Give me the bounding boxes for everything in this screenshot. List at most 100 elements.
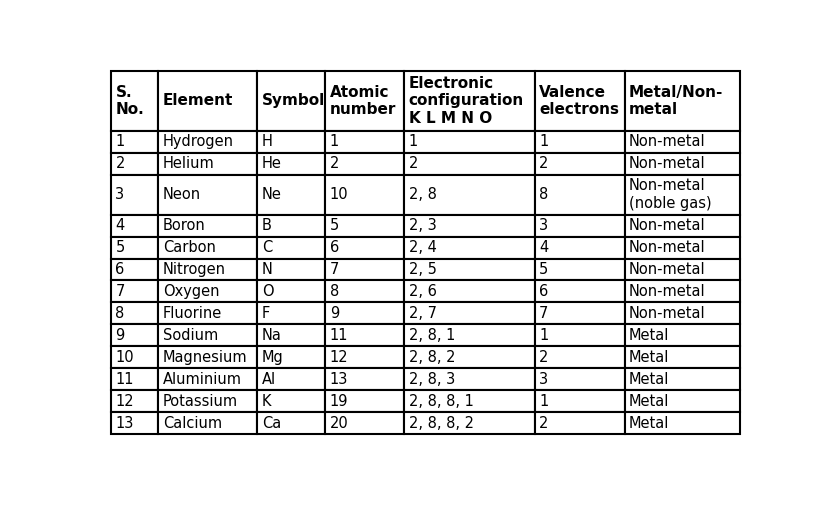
- Bar: [624, 153, 740, 175]
- Bar: [257, 346, 325, 369]
- Bar: [111, 153, 159, 175]
- Bar: [325, 346, 405, 369]
- Bar: [159, 153, 257, 175]
- Text: 1: 1: [539, 394, 548, 409]
- Text: Atomic
number: Atomic number: [330, 84, 396, 117]
- Bar: [405, 280, 534, 303]
- Text: 2, 3: 2, 3: [409, 218, 437, 233]
- Text: 2, 8, 2: 2, 8, 2: [409, 350, 455, 365]
- Bar: [159, 390, 257, 412]
- Text: Valence
electrons: Valence electrons: [539, 84, 619, 117]
- Bar: [534, 131, 624, 153]
- Text: 2, 8, 8, 2: 2, 8, 8, 2: [409, 416, 474, 431]
- Text: 9: 9: [116, 328, 125, 343]
- Text: 2: 2: [409, 156, 418, 171]
- Bar: [257, 369, 325, 390]
- Text: 2: 2: [539, 350, 548, 365]
- Text: Metal: Metal: [629, 394, 669, 409]
- Text: Mg: Mg: [262, 350, 283, 365]
- Text: 13: 13: [330, 372, 349, 386]
- Bar: [405, 412, 534, 434]
- Bar: [159, 303, 257, 324]
- Text: 1: 1: [539, 328, 548, 343]
- Bar: [111, 175, 159, 214]
- Text: 2: 2: [116, 156, 125, 171]
- Text: 3: 3: [116, 187, 125, 202]
- Bar: [111, 390, 159, 412]
- Text: Non-metal
(noble gas): Non-metal (noble gas): [629, 178, 712, 211]
- Text: 19: 19: [330, 394, 349, 409]
- Bar: [257, 153, 325, 175]
- Text: Non-metal: Non-metal: [629, 240, 705, 255]
- Bar: [111, 346, 159, 369]
- Bar: [111, 324, 159, 346]
- Bar: [624, 346, 740, 369]
- Bar: [257, 390, 325, 412]
- Bar: [534, 303, 624, 324]
- Bar: [159, 214, 257, 237]
- Text: Non-metal: Non-metal: [629, 262, 705, 277]
- Bar: [534, 71, 624, 131]
- Text: 1: 1: [539, 134, 548, 149]
- Text: N: N: [262, 262, 273, 277]
- Text: Ca: Ca: [262, 416, 281, 431]
- Text: O: O: [262, 284, 273, 299]
- Bar: [111, 369, 159, 390]
- Bar: [159, 175, 257, 214]
- Text: 2: 2: [539, 416, 548, 431]
- Text: 6: 6: [116, 262, 125, 277]
- Text: Non-metal: Non-metal: [629, 306, 705, 321]
- Bar: [159, 412, 257, 434]
- Bar: [534, 412, 624, 434]
- Text: 12: 12: [116, 394, 134, 409]
- Bar: [159, 259, 257, 280]
- Bar: [257, 237, 325, 259]
- Bar: [405, 131, 534, 153]
- Text: Potassium: Potassium: [163, 394, 238, 409]
- Text: Element: Element: [163, 93, 234, 108]
- Bar: [405, 214, 534, 237]
- Text: 8: 8: [330, 284, 339, 299]
- Bar: [624, 303, 740, 324]
- Bar: [111, 280, 159, 303]
- Text: Non-metal: Non-metal: [629, 156, 705, 171]
- Text: Nitrogen: Nitrogen: [163, 262, 226, 277]
- Bar: [111, 131, 159, 153]
- Bar: [159, 369, 257, 390]
- Bar: [257, 214, 325, 237]
- Bar: [111, 259, 159, 280]
- Text: 8: 8: [539, 187, 548, 202]
- Bar: [257, 412, 325, 434]
- Text: Metal: Metal: [629, 350, 669, 365]
- Bar: [257, 175, 325, 214]
- Text: 13: 13: [116, 416, 134, 431]
- Bar: [257, 131, 325, 153]
- Text: 2, 8, 3: 2, 8, 3: [409, 372, 455, 386]
- Text: 11: 11: [116, 372, 134, 386]
- Text: Helium: Helium: [163, 156, 215, 171]
- Text: Oxygen: Oxygen: [163, 284, 220, 299]
- Text: Carbon: Carbon: [163, 240, 216, 255]
- Bar: [405, 346, 534, 369]
- Text: 2, 7: 2, 7: [409, 306, 437, 321]
- Bar: [111, 71, 159, 131]
- Bar: [405, 369, 534, 390]
- Bar: [325, 280, 405, 303]
- Bar: [405, 153, 534, 175]
- Bar: [257, 259, 325, 280]
- Text: 1: 1: [330, 134, 339, 149]
- Text: K: K: [262, 394, 271, 409]
- Text: Metal: Metal: [629, 328, 669, 343]
- Bar: [534, 214, 624, 237]
- Text: C: C: [262, 240, 272, 255]
- Bar: [534, 346, 624, 369]
- Text: 3: 3: [539, 218, 548, 233]
- Text: 5: 5: [539, 262, 548, 277]
- Text: Boron: Boron: [163, 218, 206, 233]
- Bar: [405, 390, 534, 412]
- Text: He: He: [262, 156, 282, 171]
- Bar: [325, 175, 405, 214]
- Bar: [159, 280, 257, 303]
- Text: Non-metal: Non-metal: [629, 284, 705, 299]
- Text: 2, 6: 2, 6: [409, 284, 437, 299]
